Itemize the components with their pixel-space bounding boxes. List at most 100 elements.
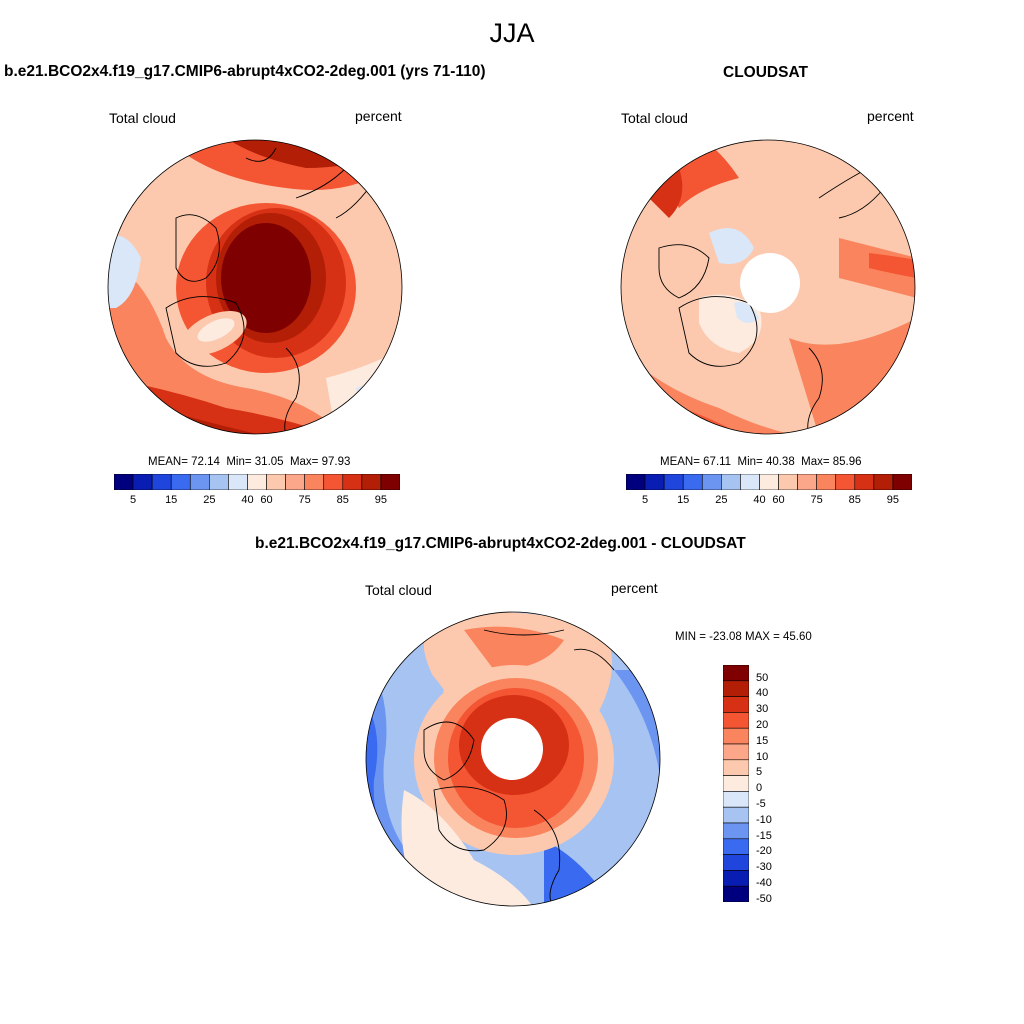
colorbar-box (342, 474, 363, 490)
colorbar-box (209, 474, 229, 490)
diff-coastline (483, 629, 615, 671)
colorbar-tick-label: -30 (756, 861, 772, 874)
colorbar-box (723, 665, 749, 682)
model-map-border (107, 139, 403, 435)
colorbar-tick-label: 15 (756, 734, 769, 747)
colorbar-box (644, 474, 665, 490)
panel-obs-stats: MEAN= 67.11 Min= 40.38 Max= 85.96 (660, 456, 862, 468)
colorbar-box (114, 474, 134, 490)
model-field-blue-west (108, 235, 141, 308)
colorbar-box (189, 474, 210, 490)
colorbar-tick-label: -10 (756, 813, 772, 826)
colorbar-tick-label: 40 (756, 687, 769, 700)
colorbar-box (723, 838, 749, 855)
panel-diff-units: percent (611, 580, 658, 596)
colorbar-box (723, 680, 749, 697)
colorbar-box (285, 474, 305, 490)
colorbar-tick-label: 60 (772, 494, 785, 506)
obs-polar-hole (740, 253, 800, 313)
panel-diff-stats: MIN = -23.08 MAX = 45.60 (675, 631, 812, 643)
colorbar-box (778, 474, 798, 490)
stat-mean-label: MEAN= (660, 456, 700, 468)
colorbar-box (723, 696, 749, 713)
diff-map-border (365, 611, 661, 907)
colorbar-tick-label: 15 (165, 494, 178, 506)
colorbar-box (723, 775, 749, 792)
stat-min-label: Min= (226, 456, 252, 468)
obs-map-border (620, 139, 916, 435)
panel-obs-map (620, 139, 916, 435)
colorbar-box (723, 727, 749, 745)
colorbar-tick-label: 40 (753, 494, 766, 506)
panel-obs-colorbar-ticks: 5 15 25 40 60 75 85 95 (626, 494, 912, 508)
stat-max-label: Max= (801, 456, 830, 468)
model-coastline (245, 147, 277, 162)
panel-diff-map (365, 611, 661, 907)
colorbar-tick-label: 85 (336, 494, 349, 506)
colorbar-tick-label: -40 (756, 877, 772, 890)
colorbar-box (835, 474, 856, 490)
panel-diff-title: b.e21.BCO2x4.f19_g17.CMIP6-abrupt4xCO2-2… (255, 535, 746, 552)
panel-model-stats: MEAN= 72.14 Min= 31.05 Max= 97.93 (148, 456, 350, 468)
colorbar-tick-label: -20 (756, 845, 772, 858)
stat-min-value: 40.38 (765, 456, 795, 468)
model-coastline (175, 214, 220, 282)
colorbar-box (723, 854, 749, 871)
colorbar-box (304, 474, 325, 490)
colorbar-box (759, 474, 779, 490)
panel-model-units: percent (355, 108, 402, 124)
panel-obs-units: percent (867, 108, 914, 124)
obs-field-red-east (869, 253, 915, 278)
panel-obs-variable: Total cloud (621, 110, 688, 126)
stat-mean-value: 72.14 (191, 456, 220, 468)
colorbar-tick-label: -5 (756, 798, 766, 811)
colorbar-box (892, 474, 912, 490)
colorbar-tick-label: 95 (886, 494, 900, 506)
colorbar-box (228, 474, 248, 490)
colorbar-box (723, 822, 749, 840)
colorbar-box (723, 806, 749, 824)
colorbar-box (723, 870, 749, 887)
diff-field-blue-northwest (394, 650, 444, 730)
colorbar-box (380, 474, 400, 490)
colorbar-box (797, 474, 817, 490)
obs-coastline (807, 347, 823, 434)
colorbar-box (723, 743, 749, 761)
colorbar-box (626, 474, 646, 490)
colorbar-box (132, 474, 153, 490)
colorbar-tick-label: 40 (241, 494, 254, 506)
colorbar-tick-label: 75 (810, 494, 823, 506)
colorbar-box (682, 474, 703, 490)
obs-field-blue-greenland (734, 302, 759, 323)
panel-diff-colorbar (723, 665, 749, 902)
colorbar-tick-label: -50 (756, 892, 772, 905)
stat-mean-label: MEAN= (148, 456, 188, 468)
panel-diff-variable: Total cloud (365, 582, 432, 598)
colorbar-box (873, 474, 894, 490)
colorbar-tick-label: 20 (756, 719, 769, 732)
colorbar-box (701, 474, 722, 490)
colorbar-tick-label: 15 (677, 494, 690, 506)
diff-coastline (423, 721, 475, 781)
stat-max-value: 97.93 (321, 456, 351, 468)
panel-diff-colorbar-ticks: 50 40 30 20 15 10 5 0 -5 -10 -15 -20 -30 -40 -50 (756, 665, 796, 905)
diff-coastline (433, 786, 507, 852)
panel-model-map (107, 139, 403, 435)
colorbar-tick-label: 75 (298, 494, 311, 506)
panel-model-colorbar (114, 474, 400, 490)
colorbar-box (723, 712, 749, 729)
colorbar-tick-label: 60 (260, 494, 273, 506)
colorbar-tick-label: 5 (130, 494, 137, 506)
colorbar-box (247, 474, 267, 490)
panel-obs-colorbar (626, 474, 912, 490)
colorbar-box (170, 474, 191, 490)
obs-coastline (658, 244, 710, 299)
panel-model-variable: Total cloud (109, 110, 176, 126)
obs-coastline (678, 296, 758, 367)
stat-mean-value: 67.11 (703, 456, 732, 468)
colorbar-tick-label: 0 (756, 782, 763, 795)
colorbar-tick-label: 5 (642, 494, 649, 506)
colorbar-tick-label: 85 (848, 494, 861, 506)
panel-obs-title: CLOUDSAT (723, 64, 808, 81)
colorbar-tick-label: 50 (756, 671, 769, 684)
